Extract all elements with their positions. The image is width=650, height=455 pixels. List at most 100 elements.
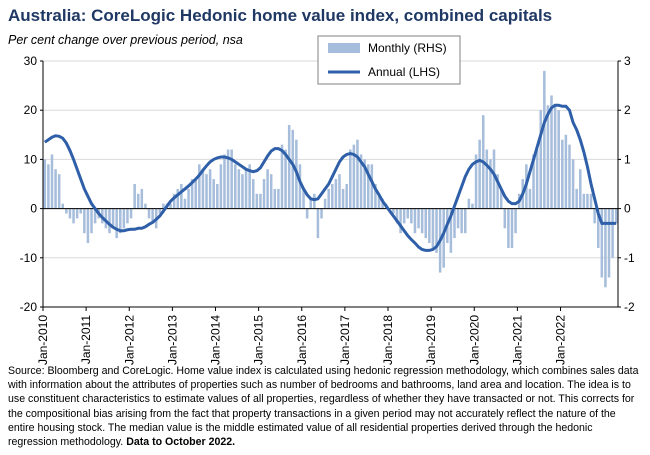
monthly-bar (241, 174, 244, 209)
monthly-bar (302, 188, 305, 209)
monthly-bar (129, 208, 133, 219)
left-axis-ticks: -20 -10 0 10 20 30 (20, 54, 43, 314)
legend-monthly-swatch (328, 43, 360, 53)
monthly-bar (586, 193, 589, 209)
monthly-bar (122, 208, 126, 229)
monthly-bar (442, 208, 445, 268)
monthly-bar (467, 198, 471, 209)
monthly-bar (593, 208, 596, 224)
monthly-bar (140, 188, 144, 209)
monthly-bar (363, 159, 366, 209)
monthly-bar (259, 193, 262, 209)
left-tick-label: 0 (30, 202, 37, 216)
left-tick-label: -20 (20, 300, 38, 314)
monthly-bar (579, 169, 582, 209)
annual-line (43, 103, 617, 252)
monthly-bar (589, 193, 593, 209)
monthly-bar (187, 188, 190, 209)
monthly-bar (539, 110, 542, 209)
monthly-bar (327, 188, 330, 209)
left-tick-label: 10 (24, 152, 38, 166)
source-note: Source: Bloomberg and CoreLogic. Home va… (8, 364, 642, 449)
monthly-bar (198, 164, 201, 209)
monthly-bar (61, 203, 65, 209)
monthly-bar (54, 169, 57, 209)
monthly-bar (176, 188, 180, 209)
monthly-bar (471, 203, 474, 209)
x-tick-label: Jan-2013 (165, 315, 179, 365)
monthly-bar (349, 149, 352, 209)
monthly-bar (338, 174, 341, 209)
monthly-bar (489, 159, 492, 209)
monthly-bar (428, 208, 431, 244)
monthly-bar (392, 208, 395, 214)
source-text: Source: Bloomberg and CoreLogic. Home va… (8, 365, 639, 449)
monthly-bar (406, 208, 410, 219)
monthly-bar (417, 208, 420, 229)
monthly-bar (93, 208, 97, 224)
chart-title: Australia: CoreLogic Hedonic home value … (8, 6, 553, 25)
monthly-bar (223, 154, 226, 209)
monthly-bar (284, 149, 287, 209)
monthly-bar (413, 208, 417, 234)
x-tick-label: Jan-2019 (424, 315, 438, 365)
x-tick-label: Jan-2017 (338, 315, 352, 365)
left-tick-label: 30 (24, 54, 38, 68)
monthly-bar (449, 208, 453, 253)
monthly-bar (68, 208, 72, 219)
monthly-bar (298, 164, 302, 209)
monthly-bar (614, 208, 618, 224)
right-tick-label: 2 (624, 103, 631, 117)
monthly-bar (280, 144, 284, 209)
monthly-bar (205, 174, 208, 209)
monthly-bar (553, 105, 557, 209)
monthly-bar (474, 154, 478, 209)
monthly-bar (104, 208, 108, 229)
monthly-bar (464, 208, 467, 234)
monthly-bar (546, 105, 550, 209)
monthly-bar (111, 208, 115, 229)
monthly-bar (266, 169, 269, 209)
monthly-bar (234, 164, 237, 209)
chart-subtitle: Per cent change over previous period, ns… (8, 33, 243, 47)
monthly-bar (57, 174, 61, 209)
monthly-bar (90, 208, 93, 234)
monthly-bar (611, 208, 614, 258)
monthly-bar (244, 169, 248, 209)
monthly-bar (108, 208, 111, 234)
monthly-bar (201, 169, 205, 209)
monthly-bar (126, 208, 129, 224)
monthly-bar (331, 184, 334, 209)
monthly-bar (86, 208, 90, 244)
left-tick-label: -10 (20, 251, 38, 265)
monthly-bar (568, 144, 571, 209)
monthly-bar (485, 149, 489, 209)
monthly-bar (395, 208, 399, 224)
monthly-bar (119, 208, 122, 234)
monthly-bar (341, 188, 345, 209)
monthly-bar (557, 110, 560, 209)
monthly-bar (273, 188, 277, 209)
monthly-bar (575, 188, 578, 209)
x-tick-label: Jan-2020 (467, 315, 481, 365)
monthly-bar (399, 208, 402, 234)
monthly-bar (507, 208, 510, 248)
monthly-bar (136, 193, 140, 209)
monthly-bar (144, 203, 147, 209)
monthly-bar (420, 208, 424, 234)
monthly-bar (75, 208, 79, 219)
monthly-bar (194, 179, 197, 209)
monthly-bar (248, 164, 251, 209)
monthly-bar (133, 184, 136, 209)
monthly-bar (158, 208, 162, 214)
x-tick-label: Jan-2012 (122, 315, 136, 365)
monthly-bar (251, 179, 255, 209)
monthly-bar (79, 208, 82, 214)
monthly-bar (460, 208, 463, 234)
monthly-bar (478, 139, 481, 209)
monthly-bar (600, 208, 604, 278)
monthly-bar (532, 154, 535, 209)
left-tick-label: 20 (24, 103, 38, 117)
monthly-bar (230, 149, 233, 209)
